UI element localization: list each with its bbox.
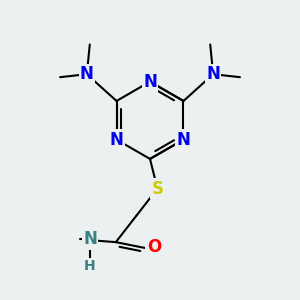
Text: N: N — [206, 65, 220, 83]
Text: N: N — [110, 130, 124, 148]
Text: H: H — [84, 259, 96, 273]
Text: N: N — [83, 230, 97, 248]
Text: N: N — [176, 130, 190, 148]
Text: O: O — [147, 238, 161, 256]
Text: N: N — [80, 65, 94, 83]
Text: S: S — [152, 180, 164, 198]
Text: N: N — [143, 73, 157, 91]
